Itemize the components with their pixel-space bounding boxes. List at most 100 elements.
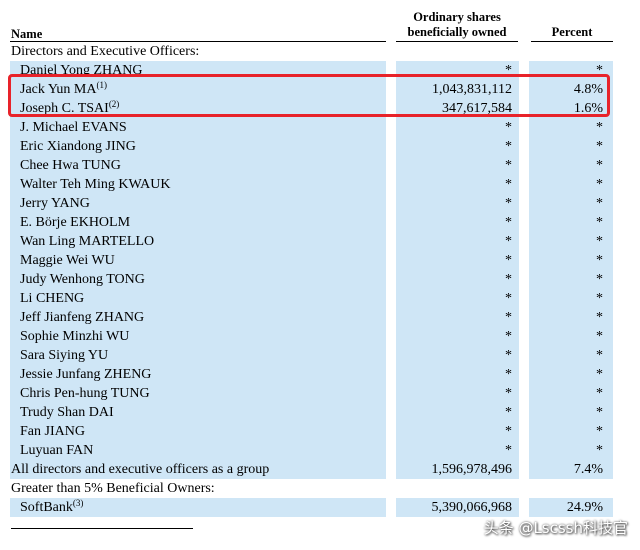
owner-name-text: Sara Siying YU <box>20 348 109 363</box>
shares-header-line1: Ordinary shares <box>413 10 501 24</box>
column-gap <box>386 213 396 232</box>
shares-value: * <box>505 443 512 458</box>
column-gap <box>519 175 529 194</box>
row-shading <box>10 232 613 251</box>
watermark: 头条 @Lscssh科技官 <box>483 519 628 537</box>
percent-value: * <box>596 272 603 287</box>
shares-value: * <box>505 310 512 325</box>
table-row: Joseph C. TSAI(2) 347,617,584 1.6% <box>0 99 640 118</box>
table-row: Jerry YANG * * <box>0 194 640 213</box>
shares-value: 5,390,066,968 <box>431 500 513 515</box>
shares-value: * <box>505 158 512 173</box>
footnote-ref: (1) <box>96 80 107 90</box>
owner-name: Judy Wenhong TONG <box>20 270 145 289</box>
row-shading <box>10 327 613 346</box>
table-row: Greater than 5% Beneficial Owners: <box>0 479 640 498</box>
owner-name-text: Judy Wenhong TONG <box>20 272 145 287</box>
column-gap <box>386 251 396 270</box>
owner-name: Joseph C. TSAI(2) <box>20 99 119 118</box>
owner-name-text: Li CHENG <box>20 291 85 306</box>
table-row: All directors and executive officers as … <box>0 460 640 479</box>
owner-name-text: Eric Xiandong JING <box>20 139 136 154</box>
owner-name-text: Jerry YANG <box>20 196 90 211</box>
column-gap <box>519 346 529 365</box>
percent-value: * <box>596 348 603 363</box>
owner-name-text: Wan Ling MARTELLO <box>20 234 155 249</box>
column-gap <box>386 156 396 175</box>
owner-name: Chris Pen-hung TUNG <box>20 384 150 403</box>
percent-value: * <box>596 329 603 344</box>
shares-header-line2: beneficially owned <box>407 25 507 39</box>
column-gap <box>386 365 396 384</box>
table-row: Eric Xiandong JING * * <box>0 137 640 156</box>
shares-value: * <box>505 215 512 230</box>
column-gap <box>519 308 529 327</box>
owner-name-text: SoftBank <box>20 500 73 515</box>
percent-value: * <box>596 291 603 306</box>
owner-name-text: Trudy Shan DAI <box>20 405 114 420</box>
column-gap <box>519 270 529 289</box>
owner-name: Eric Xiandong JING <box>20 137 136 156</box>
shares-value: * <box>505 405 512 420</box>
owner-name: Li CHENG <box>20 289 84 308</box>
table-row: Trudy Shan DAI * * <box>0 403 640 422</box>
column-gap <box>519 232 529 251</box>
owner-name-text: Greater than 5% Beneficial Owners: <box>11 481 215 496</box>
column-gap <box>386 384 396 403</box>
column-gap <box>519 213 529 232</box>
column-gap <box>386 460 396 479</box>
table-row: E. Börje EKHOLM * * <box>0 213 640 232</box>
column-gap <box>386 308 396 327</box>
owner-name-text: Fan JIANG <box>20 424 85 439</box>
column-gap <box>519 80 529 99</box>
percent-value: * <box>596 158 603 173</box>
percent-value: * <box>596 139 603 154</box>
shares-value: * <box>505 386 512 401</box>
row-shading <box>10 403 613 422</box>
owner-name: Daniel Yong ZHANG <box>20 61 143 80</box>
percent-value: 1.6% <box>573 101 603 116</box>
percent-value: 4.8% <box>573 82 603 97</box>
owner-name-text: Chris Pen-hung TUNG <box>20 386 150 401</box>
table-row: Maggie Wei WU * * <box>0 251 640 270</box>
percent-value: 24.9% <box>566 500 603 515</box>
owner-name: Jack Yun MA(1) <box>20 80 107 99</box>
table-row: Li CHENG * * <box>0 289 640 308</box>
percent-value: * <box>596 196 603 211</box>
column-gap <box>386 441 396 460</box>
row-shading <box>10 118 613 137</box>
table-row: Sophie Minzhi WU * * <box>0 327 640 346</box>
owner-name: Luyuan FAN <box>20 441 93 460</box>
table-row: Chee Hwa TUNG * * <box>0 156 640 175</box>
row-shading <box>10 99 613 118</box>
column-gap <box>386 61 396 80</box>
owner-name: Fan JIANG <box>20 422 85 441</box>
column-gap <box>386 118 396 137</box>
owner-name-text: Joseph C. TSAI <box>20 101 109 116</box>
column-gap <box>386 346 396 365</box>
column-gap <box>386 80 396 99</box>
column-gap <box>519 156 529 175</box>
percent-value: * <box>596 310 603 325</box>
owner-name-text: Jack Yun MA <box>20 82 97 97</box>
table-row: Wan Ling MARTELLO * * <box>0 232 640 251</box>
column-gap <box>519 460 529 479</box>
column-gap <box>519 441 529 460</box>
row-shading <box>10 175 613 194</box>
owner-name: Sophie Minzhi WU <box>20 327 129 346</box>
owner-name-text: Sophie Minzhi WU <box>20 329 130 344</box>
owner-name-text: Maggie Wei WU <box>20 253 115 268</box>
owner-name: Jeff Jianfeng ZHANG <box>20 308 144 327</box>
table-row: Jessie Junfang ZHENG * * <box>0 365 640 384</box>
percent-value: * <box>596 405 603 420</box>
row-shading <box>10 384 613 403</box>
shares-value: 1,596,978,496 <box>431 462 513 477</box>
percent-value: * <box>596 253 603 268</box>
row-shading <box>10 289 613 308</box>
table-row: J. Michael EVANS * * <box>0 118 640 137</box>
owner-name-text: J. Michael EVANS <box>20 120 127 135</box>
row-shading <box>10 460 613 479</box>
table-row: Judy Wenhong TONG * * <box>0 270 640 289</box>
shares-value: * <box>505 367 512 382</box>
owner-name-text: E. Börje EKHOLM <box>20 215 131 230</box>
